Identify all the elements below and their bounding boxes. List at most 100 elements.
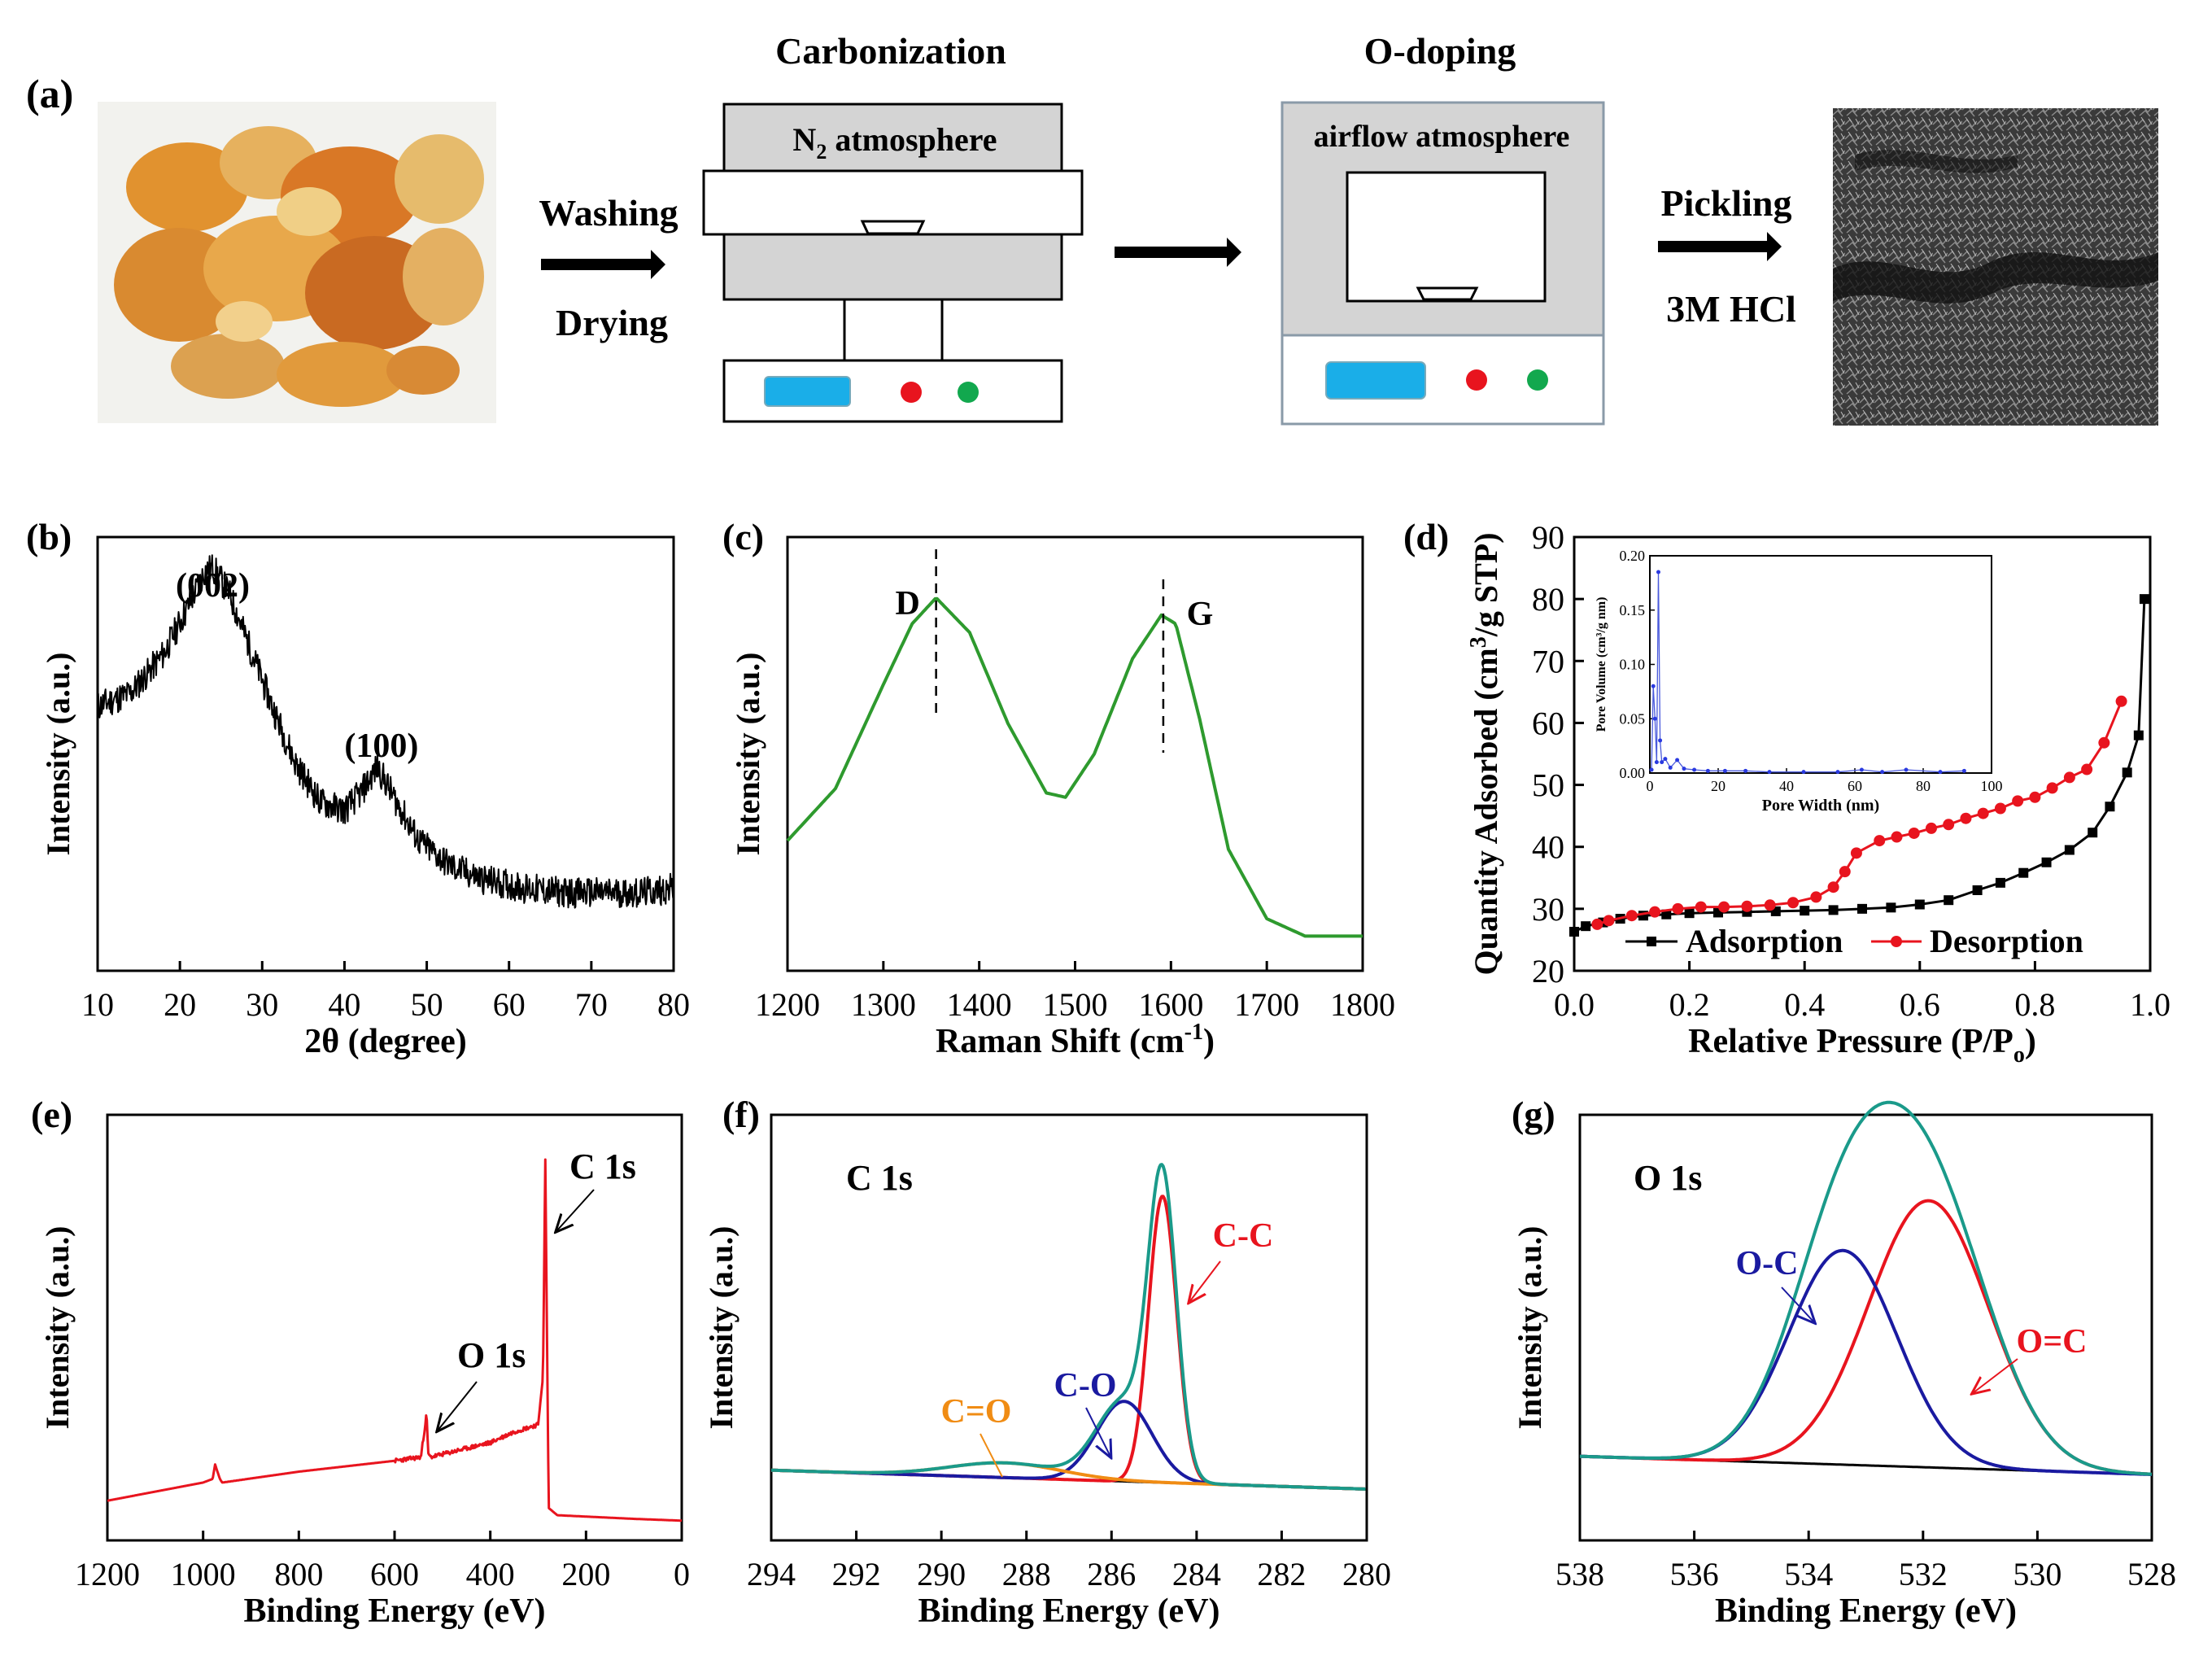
panel-d: (d) 0.0 0.2 0.4 0.6 0.8 1.0 20 30 40 50 60 70 80 90 Rel… bbox=[1403, 516, 2171, 1068]
annotation-arrow bbox=[979, 1433, 1003, 1478]
x-tick-label: 1000 bbox=[171, 1556, 236, 1592]
x-tick-label: 0.8 bbox=[2014, 986, 2055, 1023]
indicator-green bbox=[958, 382, 979, 403]
y-tick-label: 70 bbox=[1532, 643, 1564, 679]
oven-indicator-red bbox=[1466, 369, 1487, 391]
desorption-marker bbox=[2029, 791, 2041, 803]
adsorption-marker bbox=[1828, 905, 1839, 915]
adsorption-marker bbox=[2018, 867, 2029, 878]
x-tick-label: 286 bbox=[1087, 1556, 1136, 1592]
inset-x-tick-label: 0 bbox=[1647, 778, 1654, 794]
panel-label: (f) bbox=[722, 1094, 760, 1135]
adsorption-marker bbox=[2133, 730, 2144, 740]
adsorption-marker bbox=[2041, 857, 2052, 867]
inset-marker bbox=[1938, 770, 1943, 775]
inset-marker bbox=[1705, 768, 1710, 773]
adsorption-marker bbox=[2088, 828, 2098, 838]
inset-marker bbox=[1658, 738, 1663, 743]
panel-g: (g) 538 536 534 532 530 528 Binding Energy (eV)… bbox=[1512, 1094, 2176, 1630]
envelope-line bbox=[1579, 1100, 2153, 1476]
plot-frame bbox=[786, 535, 1364, 972]
panel-label: (c) bbox=[722, 516, 764, 557]
inset-x-tick-label: 60 bbox=[1848, 778, 1862, 794]
x-tick-label: 1200 bbox=[75, 1556, 140, 1592]
desorption-marker bbox=[1718, 901, 1730, 913]
desorption-marker bbox=[1839, 866, 1851, 878]
panel-b: (b) 10 20 30 40 50 60 70 80 2θ (degree) Intensity … bbox=[26, 516, 690, 1060]
envelope-line bbox=[770, 1163, 1367, 1491]
step1-bottom-label: Drying bbox=[556, 302, 668, 343]
y-axis-label: Intensity (a.u.) bbox=[40, 652, 76, 855]
odoping-atmosphere: airflow atmosphere bbox=[1314, 120, 1570, 154]
inset-y-tick-label: 0.10 bbox=[1620, 657, 1646, 673]
desorption-marker bbox=[1591, 918, 1603, 930]
x-tick-label: 400 bbox=[466, 1556, 515, 1592]
x-tick-label: 288 bbox=[1002, 1556, 1051, 1592]
inset-marker bbox=[1682, 767, 1686, 771]
inset-marker bbox=[1656, 570, 1660, 574]
x-tick-label: 280 bbox=[1342, 1556, 1391, 1592]
inset-marker bbox=[1660, 760, 1664, 765]
orange-peel-photo bbox=[98, 102, 496, 423]
x-tick-label: 50 bbox=[411, 986, 443, 1023]
desorption-marker bbox=[1994, 802, 2006, 815]
adsorption-marker bbox=[1972, 885, 1983, 896]
desorption-marker bbox=[2012, 795, 2024, 807]
x-tick-label: 536 bbox=[1670, 1556, 1719, 1592]
x-tick-label: 80 bbox=[657, 986, 690, 1023]
inset-marker bbox=[1652, 716, 1657, 721]
y-axis-label: Intensity (a.u.) bbox=[730, 652, 766, 855]
adsorption-marker bbox=[1995, 877, 2005, 888]
raman-line bbox=[786, 596, 1363, 938]
carbonization-atmosphere: N2 atmosphere bbox=[792, 121, 997, 164]
xrd-line bbox=[97, 554, 674, 909]
panel-f: (f) 294 292 290 288 286 284 282 280 Binding Energ… bbox=[703, 1094, 1391, 1630]
adsorption-marker bbox=[1581, 921, 1591, 932]
step3-bottom-label: 3M HCl bbox=[1666, 288, 1796, 330]
odoping-oven: O-doping airflow atmosphere bbox=[1281, 30, 1605, 426]
desorption-marker bbox=[1787, 897, 1800, 909]
inset-x-label: Pore Width (nm) bbox=[1762, 797, 1879, 815]
y-axis-label: Intensity (a.u.) bbox=[1512, 1225, 1548, 1429]
panel-label: (e) bbox=[31, 1094, 72, 1135]
x-tick-label: 30 bbox=[246, 986, 278, 1023]
component-line-C-O bbox=[770, 1400, 1367, 1491]
desorption-marker bbox=[2046, 782, 2058, 794]
inset-x-tick-label: 80 bbox=[1916, 778, 1931, 794]
legend-label: Desorption bbox=[1930, 923, 2083, 959]
x-tick-label: 600 bbox=[370, 1556, 419, 1592]
adsorption-marker bbox=[1886, 902, 1896, 913]
annotation-arrow bbox=[1973, 1358, 2018, 1393]
x-axis-label: Relative Pressure (P/Po) bbox=[1688, 1023, 2036, 1068]
component-annotation: C=O bbox=[941, 1393, 1012, 1431]
x-tick-label: 0.2 bbox=[1669, 986, 1710, 1023]
inset-marker bbox=[1801, 770, 1806, 775]
inset-marker bbox=[1651, 684, 1656, 688]
desorption-marker bbox=[1672, 902, 1684, 915]
survey-line bbox=[107, 1158, 683, 1522]
desorption-marker bbox=[1850, 847, 1862, 859]
inset-x-tick-label: 40 bbox=[1779, 778, 1794, 794]
panel-label: (b) bbox=[26, 516, 72, 557]
x-tick-label: 0 bbox=[674, 1556, 690, 1592]
x-tick-label: 60 bbox=[493, 986, 526, 1023]
inset-marker bbox=[1663, 757, 1668, 762]
step1-top-label: Washing bbox=[539, 192, 678, 234]
inset-marker bbox=[1722, 768, 1727, 773]
inset-y-label: Pore Volume (cm³/g nm) bbox=[1595, 597, 1608, 732]
annotation-arrow bbox=[438, 1381, 478, 1431]
inset-marker bbox=[1649, 767, 1654, 772]
y-axis-label: Quantity Adsorbed (cm3/g STP) bbox=[1466, 532, 1504, 975]
x-axis-label: Binding Energy (eV) bbox=[918, 1592, 1219, 1630]
desorption-marker bbox=[2081, 763, 2093, 775]
desorption-marker bbox=[1695, 901, 1707, 913]
inset-marker bbox=[1880, 770, 1885, 775]
peak-annotation: (100) bbox=[344, 727, 418, 765]
inset-y-tick-label: 0.05 bbox=[1620, 710, 1646, 727]
x-tick-label: 284 bbox=[1172, 1556, 1221, 1592]
adsorption-marker bbox=[1684, 908, 1695, 919]
desorption-marker bbox=[2063, 771, 2075, 784]
odoping-title: O-doping bbox=[1364, 30, 1516, 72]
x-tick-label: 532 bbox=[1899, 1556, 1948, 1592]
peak-annotation: O 1s bbox=[457, 1335, 526, 1375]
